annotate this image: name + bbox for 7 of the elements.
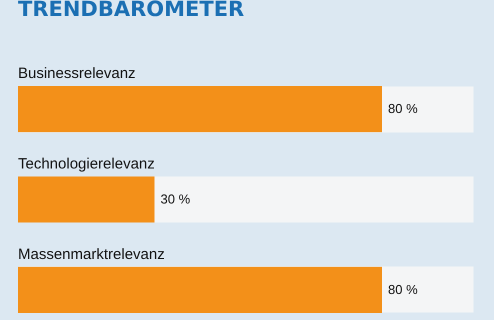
chart-title: TRENDBAROMETER [18, 0, 244, 21]
data-label: 30 % [160, 192, 191, 206]
y-tick-label: Technologierelevanz [18, 155, 155, 172]
y-tick-label: Massenmarktrelevanz [18, 246, 165, 263]
y-tick-label: Businessrelevanz [18, 65, 136, 82]
data-label: 80 % [388, 282, 418, 297]
data-label: 80 % [388, 101, 418, 116]
